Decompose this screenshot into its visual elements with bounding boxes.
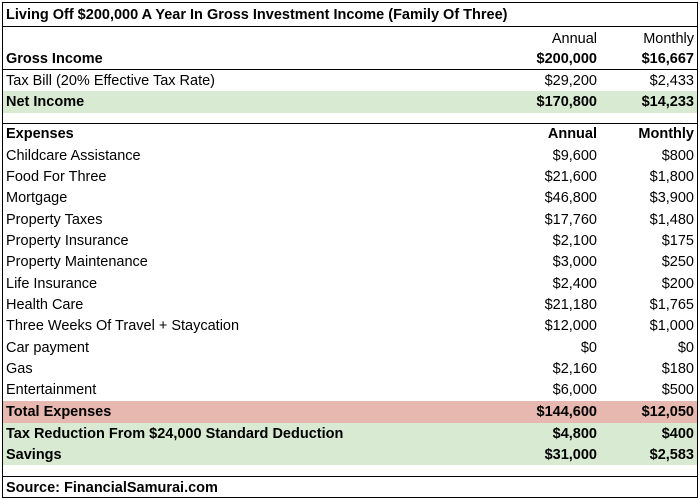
monthly-value: $1,765	[649, 296, 694, 313]
row-label: Life Insurance	[6, 275, 98, 292]
monthly-value: $500	[661, 382, 694, 398]
monthly-column-header: Monthly	[643, 30, 694, 47]
row-label: Net Income	[6, 94, 85, 110]
annual-value: $170,800	[536, 94, 597, 110]
row-label: Childcare Assistance	[6, 147, 141, 164]
annual-value: $9,600	[552, 147, 597, 164]
tax-bill-row: Tax Bill (20% Effective Tax Rate) $29,20…	[3, 70, 697, 91]
row-label: Mortgage	[6, 190, 68, 206]
expense-row: Gas $2,160 $180	[3, 358, 697, 379]
monthly-value: $175	[661, 232, 694, 249]
row-label: Health Care	[6, 296, 84, 313]
expense-row: Life Insurance $2,400 $200	[3, 273, 697, 294]
row-label: Tax Reduction From $24,000 Standard Dedu…	[6, 425, 344, 442]
expense-row: Property Taxes $17,760 $1,480	[3, 209, 697, 230]
tax-reduction-row: Tax Reduction From $24,000 Standard Dedu…	[3, 423, 697, 444]
monthly-value: $800	[661, 147, 694, 164]
annual-value: $2,100	[552, 232, 597, 249]
table-title: Living Off $200,000 A Year In Gross Inve…	[3, 3, 697, 27]
monthly-value: $2,583	[649, 446, 694, 463]
monthly-value: $16,667	[641, 51, 694, 67]
expense-row: Entertainment $6,000 $500	[3, 379, 697, 401]
monthly-value: $2,433	[649, 72, 694, 89]
annual-value: $0	[580, 339, 597, 356]
monthly-column-header: Monthly	[638, 126, 694, 142]
monthly-value: $1,480	[649, 211, 694, 228]
row-label: Entertainment	[6, 382, 97, 398]
expense-row: Three Weeks Of Travel + Staycation $12,0…	[3, 315, 697, 337]
annual-value: $200,000	[536, 51, 597, 67]
expense-row: Property Maintenance $3,000 $250	[3, 251, 697, 273]
monthly-value: $1,800	[649, 168, 694, 185]
row-label: Property Taxes	[6, 211, 103, 228]
annual-value: $46,800	[544, 190, 597, 206]
annual-value: $2,160	[552, 360, 597, 377]
gross-income-row: Gross Income $200,000 $16,667	[3, 49, 697, 70]
annual-value: $2,400	[552, 275, 597, 292]
monthly-value: $14,233	[641, 94, 694, 110]
expense-row: Food For Three $21,600 $1,800	[3, 166, 697, 187]
annual-value: $21,180	[544, 296, 597, 313]
expense-row: Property Insurance $2,100 $175	[3, 230, 697, 251]
annual-value: $29,200	[544, 72, 597, 89]
expense-row: Car payment $0 $0	[3, 337, 697, 358]
savings-row: Savings $31,000 $2,583	[3, 444, 697, 465]
annual-value: $17,760	[544, 211, 597, 228]
monthly-value: $0	[677, 339, 694, 356]
monthly-value: $1,000	[649, 318, 694, 334]
expense-row: Health Care $21,180 $1,765	[3, 294, 697, 315]
total-expenses-row: Total Expenses $144,600 $12,050	[3, 401, 697, 423]
monthly-value: $12,050	[641, 404, 694, 420]
monthly-value: $3,900	[649, 190, 694, 206]
income-column-header-row: Annual Monthly	[3, 28, 697, 49]
annual-value: $12,000	[544, 318, 597, 334]
expenses-header-row: Expenses Annual Monthly	[3, 123, 697, 144]
annual-value: $21,600	[544, 168, 597, 185]
row-label: Three Weeks Of Travel + Staycation	[6, 318, 240, 334]
expense-row: Mortgage $46,800 $3,900	[3, 187, 697, 209]
monthly-value: $250	[661, 254, 694, 270]
row-label: Savings	[6, 446, 62, 463]
monthly-value: $200	[661, 275, 694, 292]
row-label: Car payment	[6, 339, 90, 356]
expenses-heading: Expenses	[6, 126, 74, 142]
annual-value: $3,000	[552, 254, 597, 270]
row-label: Gross Income	[6, 51, 103, 67]
annual-value: $6,000	[552, 382, 597, 398]
annual-value: $31,000	[544, 446, 597, 463]
row-label: Tax Bill (20% Effective Tax Rate)	[6, 72, 215, 89]
expense-row: Childcare Assistance $9,600 $800	[3, 145, 697, 166]
monthly-value: $180	[661, 360, 694, 377]
source-note: Source: FinancialSamurai.com	[3, 476, 697, 498]
row-label: Property Maintenance	[6, 254, 148, 270]
monthly-value: $400	[661, 425, 694, 442]
row-label: Gas	[6, 360, 33, 377]
row-label: Property Insurance	[6, 232, 129, 249]
net-income-row: Net Income $170,800 $14,233	[3, 91, 697, 113]
annual-value: $4,800	[552, 425, 597, 442]
annual-column-header: Annual	[547, 126, 597, 142]
row-label: Food For Three	[6, 168, 107, 185]
annual-column-header: Annual	[551, 30, 597, 47]
row-label: Total Expenses	[6, 404, 112, 420]
annual-value: $144,600	[536, 404, 597, 420]
